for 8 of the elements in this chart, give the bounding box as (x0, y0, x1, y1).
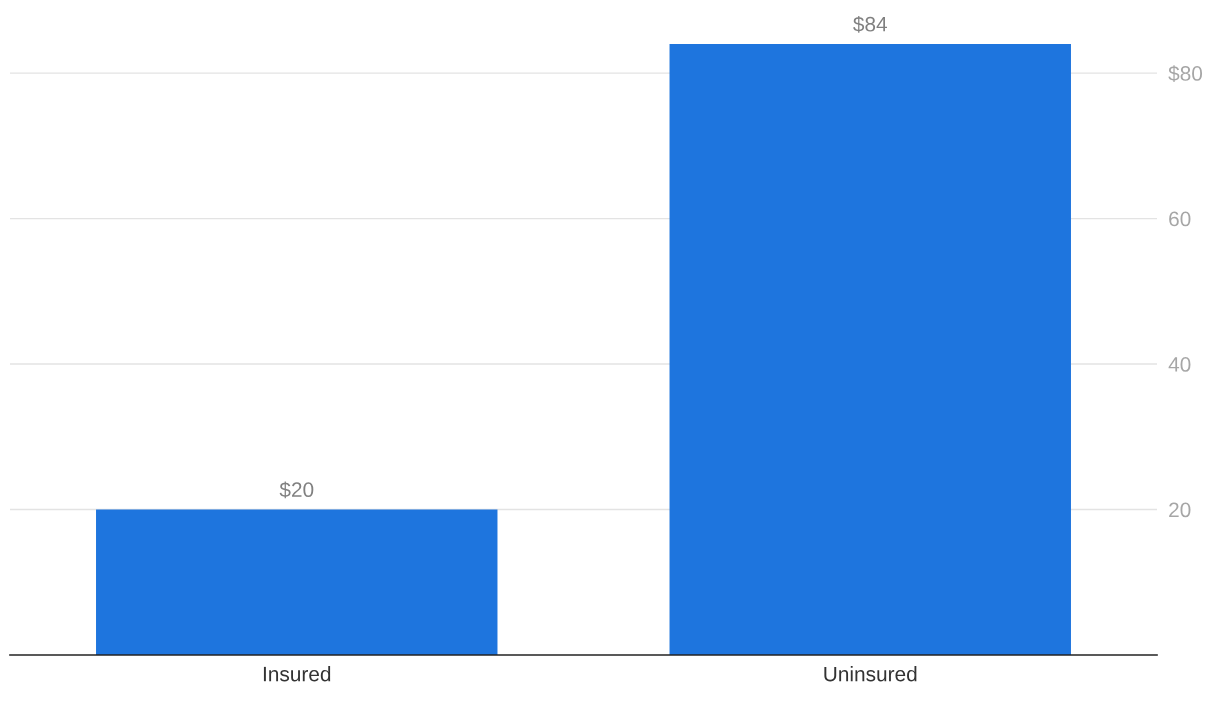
y-tick-label: 20 (1169, 502, 1191, 518)
data-label: $84 (853, 15, 888, 33)
y-tick-label: 60 (1169, 211, 1191, 227)
x-tick-label: Insured (263, 666, 331, 682)
y-tick-label: 40 (1168, 357, 1191, 372)
y-tick-label: $80 (1168, 65, 1203, 83)
x-tick-label: Uninsured (824, 666, 917, 682)
data-label: $20 (279, 481, 314, 499)
